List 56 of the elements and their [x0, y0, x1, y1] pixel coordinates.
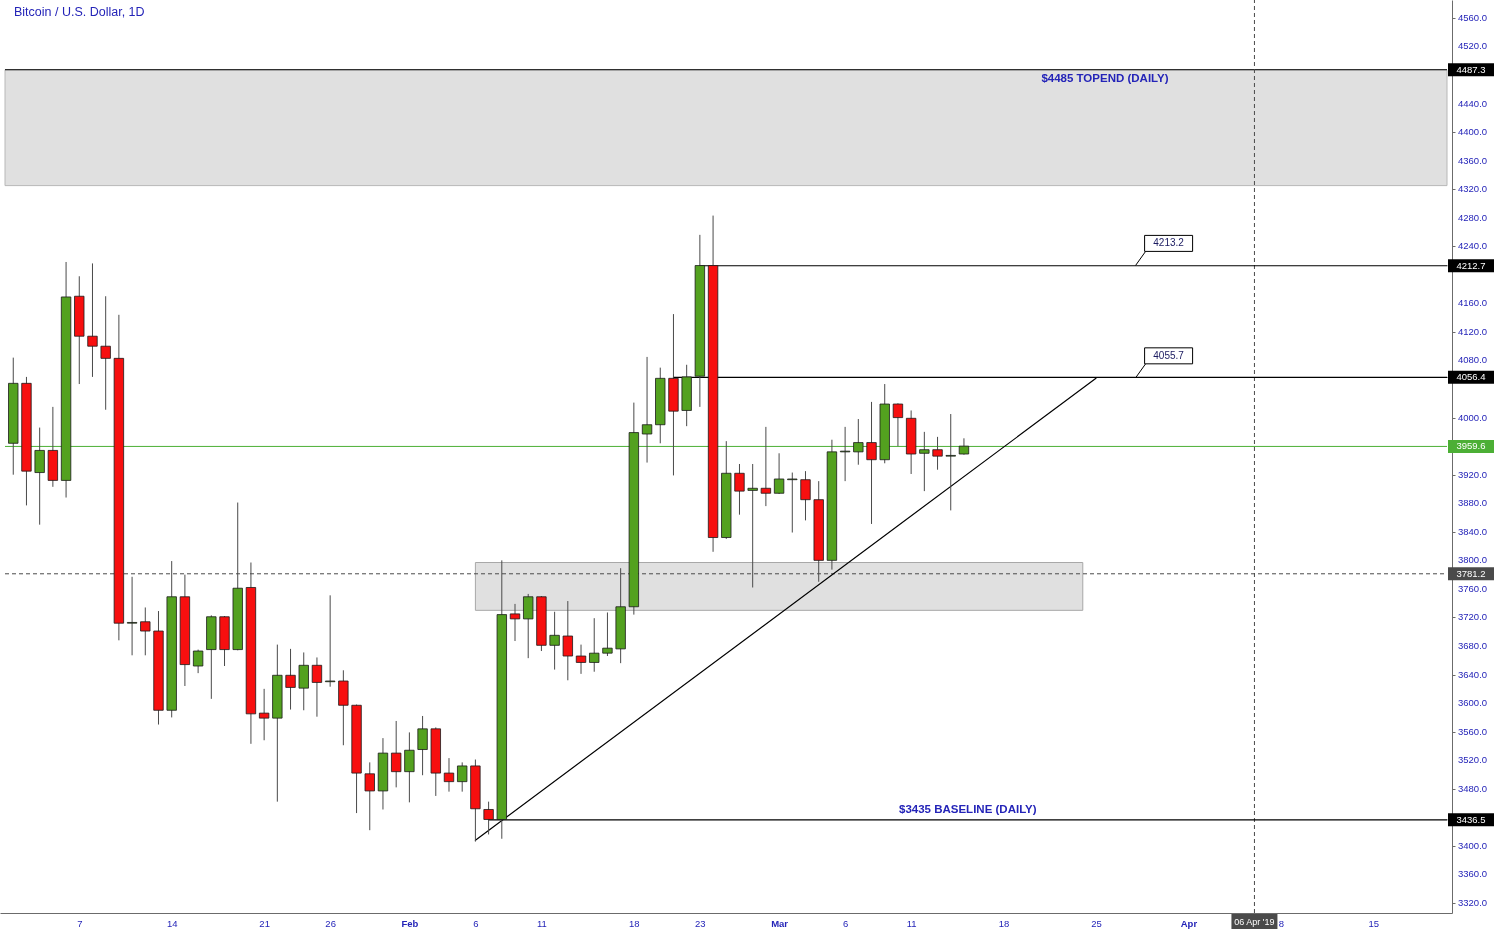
- band-label: $4485 TOPEND (DAILY): [1041, 71, 1169, 84]
- ref-line-label: 4487.3: [1456, 63, 1486, 75]
- y-tick-label: 3400.0: [1458, 839, 1488, 851]
- y-tick-label: 4320.0: [1458, 183, 1488, 195]
- x-tick-label: 25: [1091, 917, 1102, 929]
- y-tick-label: 4240.0: [1458, 240, 1488, 252]
- y-tick-label: 3480.0: [1458, 782, 1488, 794]
- y-tick-label: 3920.0: [1458, 468, 1488, 480]
- x-tick-label: 14: [166, 917, 178, 929]
- y-tick-label: 3720.0: [1458, 611, 1488, 623]
- y-tick-label: 4400.0: [1458, 126, 1488, 138]
- y-tick-label: 4560.0: [1458, 11, 1488, 23]
- y-tick-label: 4440.0: [1458, 97, 1488, 109]
- x-tick-label: Apr: [1180, 917, 1198, 929]
- y-tick-label: 4360.0: [1458, 154, 1488, 166]
- x-tick-label: 23: [695, 917, 706, 929]
- y-tick-label: 3840.0: [1458, 525, 1488, 537]
- x-tick-label: 21: [259, 917, 270, 929]
- y-tick-label: 3560.0: [1458, 725, 1488, 737]
- x-tick-label: Feb: [401, 917, 419, 929]
- y-tick-label: 4160.0: [1458, 297, 1488, 309]
- chart-title: Bitcoin / U.S. Dollar, 1D: [14, 5, 145, 19]
- y-tick-label: 3880.0: [1458, 497, 1488, 509]
- x-tick-label: 15: [1368, 917, 1380, 929]
- ref-line-label: 3959.6: [1456, 440, 1486, 452]
- y-tick-label: 4120.0: [1458, 325, 1488, 337]
- ref-line-label: 3781.2: [1456, 567, 1486, 579]
- y-tick-label: 4280.0: [1458, 211, 1488, 223]
- data-label: 3436.5: [1456, 813, 1486, 825]
- x-tick-label: 6: [842, 917, 849, 929]
- y-tick-label: 3760.0: [1458, 582, 1488, 594]
- y-tick-label: 3800.0: [1458, 554, 1488, 566]
- y-tick-label: 3360.0: [1458, 868, 1488, 880]
- x-tick-label: 11: [536, 917, 547, 929]
- x-tick-label: 7: [77, 917, 83, 929]
- x-tick-label: 6: [473, 917, 479, 929]
- y-tick-label: 4080.0: [1458, 354, 1488, 366]
- data-label: 4056.4: [1456, 371, 1486, 383]
- x-tick-label: 8: [1278, 917, 1284, 929]
- y-tick-label: 3640.0: [1458, 668, 1488, 680]
- x-tick-label: 26: [325, 917, 336, 929]
- x-tick-label: 18: [629, 917, 640, 929]
- annotation: 4055.7: [1153, 349, 1185, 361]
- series-label: $3435 BASELINE (DAILY): [898, 802, 1037, 815]
- y-tick-label: 4000.0: [1458, 411, 1488, 423]
- x-tick-label: 11: [906, 917, 917, 929]
- y-tick-label: 3320.0: [1458, 897, 1488, 909]
- x-tick-label: Mar: [771, 917, 789, 929]
- y-tick-label: 4520.0: [1458, 40, 1488, 52]
- y-tick-label: 3520.0: [1458, 754, 1488, 766]
- y-tick-label: 3680.0: [1458, 640, 1488, 652]
- data-label: 4212.7: [1456, 259, 1486, 271]
- x-tick-label: 18: [998, 917, 1010, 929]
- annotation: 4213.2: [1153, 237, 1185, 249]
- ref-line-label: 06 Apr '19: [1234, 916, 1275, 927]
- y-tick-label: 3600.0: [1458, 697, 1488, 709]
